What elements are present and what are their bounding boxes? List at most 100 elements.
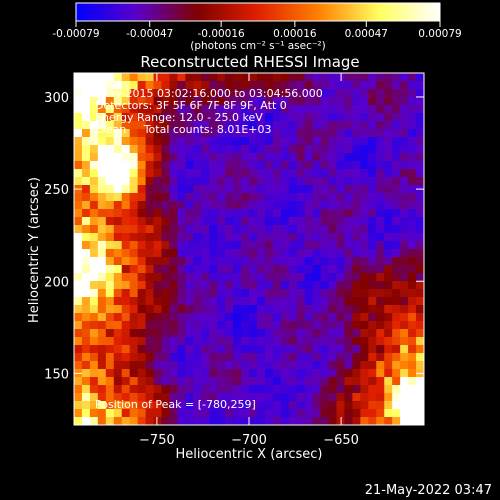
heatmap-cell bbox=[209, 281, 218, 290]
heatmap-cell bbox=[272, 417, 282, 425]
heatmap-cell bbox=[169, 137, 178, 146]
heatmap-cell bbox=[161, 137, 171, 146]
heatmap-cell bbox=[312, 249, 322, 258]
heatmap-cell bbox=[256, 225, 266, 234]
heatmap-cell bbox=[352, 161, 361, 170]
heatmap-cell bbox=[272, 129, 282, 138]
heatmap-cell bbox=[225, 177, 234, 186]
heatmap-cell bbox=[328, 401, 338, 410]
heatmap-cell bbox=[177, 257, 186, 266]
heatmap-cell bbox=[304, 177, 314, 186]
heatmap-cell bbox=[296, 73, 306, 82]
heatmap-cell bbox=[296, 417, 306, 425]
heatmap-cell bbox=[312, 305, 322, 314]
colorbar-units: (photons cm⁻² s⁻¹ asec⁻²) bbox=[190, 40, 325, 52]
heatmap-cell bbox=[217, 73, 226, 82]
heatmap-cell bbox=[185, 249, 194, 258]
heatmap-cell bbox=[400, 249, 409, 258]
heatmap-cell bbox=[336, 169, 346, 178]
heatmap-cell bbox=[408, 153, 417, 162]
heatmap-cell bbox=[368, 217, 377, 226]
heatmap-cell bbox=[272, 177, 282, 186]
heatmap-cell bbox=[336, 409, 346, 418]
heatmap-cell bbox=[320, 401, 330, 410]
heatmap-cell bbox=[121, 105, 131, 114]
heatmap-cell bbox=[320, 209, 330, 218]
heatmap-cell bbox=[312, 129, 322, 138]
heatmap-cell bbox=[225, 361, 234, 370]
heatmap-cell bbox=[193, 417, 202, 425]
heatmap-cell bbox=[360, 297, 369, 306]
heatmap-cell bbox=[145, 129, 155, 138]
heatmap-cell bbox=[416, 313, 424, 322]
heatmap-cell bbox=[416, 241, 424, 250]
heatmap-cell bbox=[193, 273, 202, 282]
heatmap-cell bbox=[400, 409, 409, 418]
heatmap-cell bbox=[177, 393, 186, 402]
heatmap-cell bbox=[312, 417, 322, 425]
heatmap-cell bbox=[360, 361, 369, 370]
heatmap-cell bbox=[153, 177, 163, 186]
heatmap-cell bbox=[384, 385, 393, 394]
heatmap-cell bbox=[344, 329, 353, 338]
heatmap-cell bbox=[201, 113, 210, 122]
heatmap-cell bbox=[360, 97, 369, 106]
heatmap-cell bbox=[384, 105, 393, 114]
heatmap-cell bbox=[264, 249, 274, 258]
heatmap-cell bbox=[169, 353, 178, 362]
heatmap-cell bbox=[185, 345, 194, 354]
heatmap-cell bbox=[161, 73, 171, 82]
heatmap-cell bbox=[193, 241, 202, 250]
heatmap-cell bbox=[416, 169, 424, 178]
y-tick-label: 300 bbox=[44, 91, 69, 106]
heatmap-cell bbox=[400, 361, 409, 370]
heatmap-cell bbox=[185, 337, 194, 346]
heatmap-cell bbox=[74, 417, 83, 425]
heatmap-cell bbox=[201, 313, 210, 322]
heatmap-cell bbox=[280, 233, 290, 242]
heatmap-cell bbox=[400, 393, 409, 402]
heatmap-cell bbox=[392, 129, 401, 138]
heatmap-cell bbox=[368, 409, 377, 418]
heatmap-cell bbox=[89, 225, 99, 234]
heatmap-cell bbox=[320, 105, 330, 114]
heatmap-cell bbox=[384, 193, 393, 202]
heatmap-cell bbox=[81, 169, 91, 178]
heatmap-cell bbox=[137, 257, 147, 266]
heatmap-cell bbox=[89, 185, 99, 194]
heatmap-cell bbox=[177, 377, 186, 386]
heatmap-cell bbox=[209, 97, 218, 106]
heatmap-cell bbox=[129, 353, 139, 362]
heatmap-cell bbox=[153, 337, 163, 346]
heatmap-cell bbox=[233, 153, 242, 162]
heatmap-cell bbox=[113, 137, 123, 146]
heatmap-cell bbox=[384, 369, 393, 378]
heatmap-cell bbox=[241, 289, 250, 298]
heatmap-cell bbox=[296, 161, 306, 170]
heatmap-cell bbox=[217, 225, 226, 234]
heatmap-cell bbox=[408, 305, 417, 314]
heatmap-cell bbox=[193, 209, 202, 218]
heatmap-cell bbox=[352, 265, 361, 274]
heatmap-cell bbox=[376, 257, 385, 266]
heatmap-cell bbox=[241, 209, 250, 218]
heatmap-cell bbox=[193, 233, 202, 242]
heatmap-cell bbox=[81, 297, 91, 306]
heatmap-cell bbox=[280, 81, 290, 90]
heatmap-cell bbox=[344, 193, 353, 202]
heatmap-cell bbox=[209, 409, 218, 418]
heatmap-cell bbox=[145, 329, 155, 338]
heatmap-cell bbox=[400, 217, 409, 226]
heatmap-cell bbox=[352, 345, 361, 354]
heatmap-cell bbox=[328, 97, 338, 106]
heatmap-cell bbox=[209, 401, 218, 410]
heatmap-cell bbox=[272, 233, 282, 242]
heatmap-cell bbox=[129, 369, 139, 378]
heatmap-cell bbox=[105, 185, 115, 194]
heatmap-cell bbox=[416, 161, 424, 170]
heatmap-cell bbox=[97, 153, 107, 162]
heatmap-cell bbox=[233, 145, 242, 154]
heatmap-cell bbox=[121, 361, 131, 370]
heatmap-cell bbox=[368, 329, 377, 338]
heatmap-cell bbox=[97, 225, 107, 234]
